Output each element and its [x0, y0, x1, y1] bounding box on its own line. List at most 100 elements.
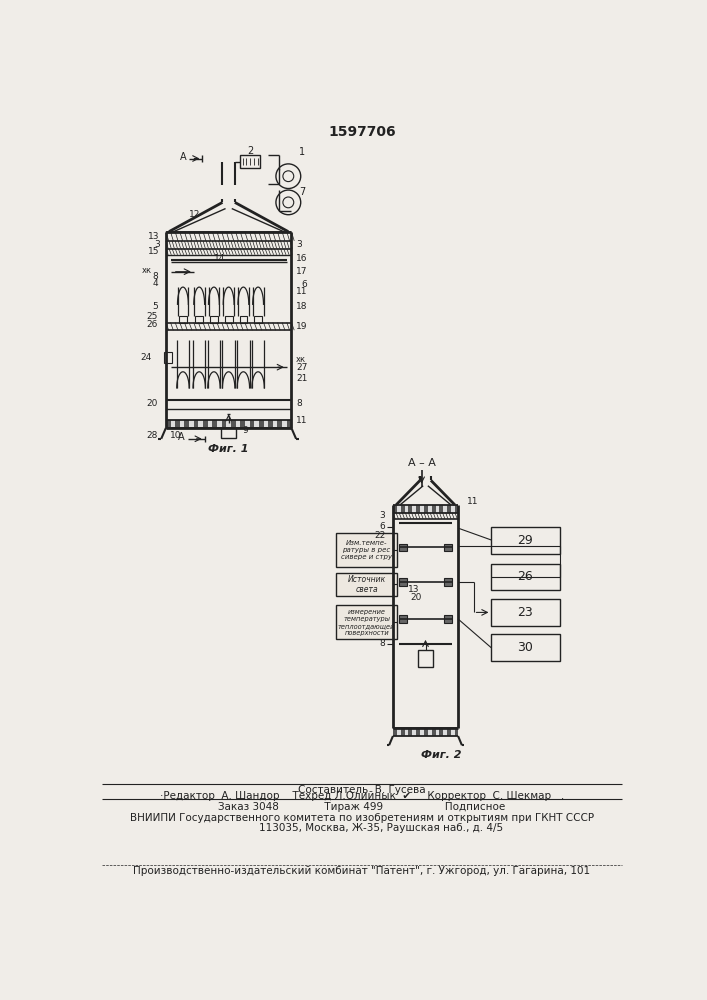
- Text: 11: 11: [296, 416, 308, 425]
- Bar: [255, 420, 259, 428]
- Text: 18: 18: [296, 302, 308, 311]
- Bar: [401, 728, 404, 736]
- Text: 6: 6: [301, 280, 308, 289]
- Text: 3: 3: [154, 240, 160, 249]
- Bar: [240, 316, 247, 323]
- Bar: [175, 420, 180, 428]
- Text: A: A: [178, 432, 185, 442]
- Text: Изм.темпе-
ратуры в рес
сивере и стру: Изм.темпе- ратуры в рес сивере и стру: [341, 540, 392, 560]
- Bar: [222, 420, 226, 428]
- Text: A: A: [180, 152, 186, 162]
- Bar: [170, 420, 175, 428]
- Text: измерение
температуры
теплоотдающей
поверхности: измерение температуры теплоотдающей пове…: [338, 609, 395, 636]
- Text: 23: 23: [518, 606, 533, 619]
- Text: 16: 16: [296, 254, 308, 263]
- Text: ·Редактор  А. Шандор    Техред Л.Олийнык  ✔     Корректор  С. Шекмар   .: ·Редактор А. Шандор Техред Л.Олийнык ✔ К…: [160, 791, 564, 801]
- Text: 1: 1: [299, 147, 305, 157]
- Bar: [240, 155, 260, 168]
- Bar: [199, 420, 203, 428]
- Bar: [455, 505, 458, 513]
- Text: 2: 2: [247, 146, 254, 156]
- Bar: [491, 564, 559, 590]
- Bar: [420, 505, 424, 513]
- Bar: [282, 420, 287, 428]
- Text: 24: 24: [141, 353, 152, 362]
- Bar: [397, 728, 401, 736]
- Text: 6: 6: [380, 522, 385, 531]
- Bar: [393, 728, 397, 736]
- Bar: [194, 420, 199, 428]
- Bar: [189, 420, 194, 428]
- Bar: [401, 505, 404, 513]
- Bar: [424, 728, 428, 736]
- Text: 113035, Москва, Ж-35, Раушская наб., д. 4/5: 113035, Москва, Ж-35, Раушская наб., д. …: [221, 823, 503, 833]
- Text: 10: 10: [170, 431, 181, 440]
- Text: Составитель  В. Гусева: Составитель В. Гусева: [298, 785, 426, 795]
- Text: А – А: А – А: [408, 458, 436, 468]
- Bar: [166, 420, 170, 428]
- Bar: [404, 728, 409, 736]
- Bar: [418, 650, 433, 667]
- Text: 3: 3: [380, 511, 385, 520]
- Text: 20: 20: [411, 593, 422, 602]
- Text: Производственно-издательский комбинат "Патент", г. Ужгород, ул. Гагарина, 101: Производственно-издательский комбинат "П…: [134, 866, 590, 876]
- Bar: [179, 316, 187, 323]
- Bar: [255, 316, 262, 323]
- Bar: [337, 533, 397, 567]
- Bar: [412, 505, 416, 513]
- Bar: [491, 527, 559, 554]
- Bar: [277, 420, 282, 428]
- Text: 28: 28: [147, 431, 158, 440]
- Bar: [448, 728, 451, 736]
- Text: 26: 26: [147, 320, 158, 329]
- Bar: [399, 615, 407, 623]
- Text: 15: 15: [148, 247, 160, 256]
- Bar: [250, 420, 255, 428]
- Text: 9: 9: [243, 426, 248, 435]
- Bar: [195, 316, 203, 323]
- Text: 1597706: 1597706: [328, 125, 396, 139]
- Bar: [409, 728, 412, 736]
- Bar: [491, 634, 559, 661]
- Bar: [185, 420, 189, 428]
- Bar: [420, 728, 424, 736]
- Text: 8: 8: [296, 399, 302, 408]
- Text: 14: 14: [214, 254, 226, 263]
- Bar: [416, 505, 420, 513]
- Bar: [443, 505, 448, 513]
- Bar: [212, 420, 217, 428]
- Bar: [393, 505, 397, 513]
- Bar: [424, 505, 428, 513]
- Text: хк: хк: [142, 266, 152, 275]
- Bar: [436, 728, 440, 736]
- Text: Источник
света: Источник света: [347, 575, 386, 594]
- Text: 30: 30: [518, 641, 533, 654]
- Text: 7: 7: [299, 187, 305, 197]
- Bar: [444, 615, 452, 623]
- Text: 25: 25: [147, 312, 158, 321]
- Text: 4: 4: [153, 279, 158, 288]
- Bar: [225, 316, 233, 323]
- Bar: [240, 420, 245, 428]
- Bar: [444, 544, 452, 551]
- Bar: [404, 505, 409, 513]
- Bar: [455, 728, 458, 736]
- Bar: [416, 728, 420, 736]
- Bar: [432, 505, 436, 513]
- Bar: [245, 420, 250, 428]
- Bar: [440, 505, 443, 513]
- Text: 8: 8: [153, 272, 158, 281]
- Bar: [397, 505, 401, 513]
- Bar: [217, 420, 222, 428]
- Bar: [337, 605, 397, 639]
- Bar: [409, 505, 412, 513]
- Text: Фиг. 1: Фиг. 1: [209, 444, 249, 454]
- Bar: [399, 544, 407, 551]
- Bar: [235, 420, 240, 428]
- Bar: [412, 728, 416, 736]
- Bar: [273, 420, 277, 428]
- Text: 29: 29: [518, 534, 533, 547]
- Text: 11: 11: [467, 497, 479, 506]
- Bar: [491, 599, 559, 626]
- Bar: [231, 420, 235, 428]
